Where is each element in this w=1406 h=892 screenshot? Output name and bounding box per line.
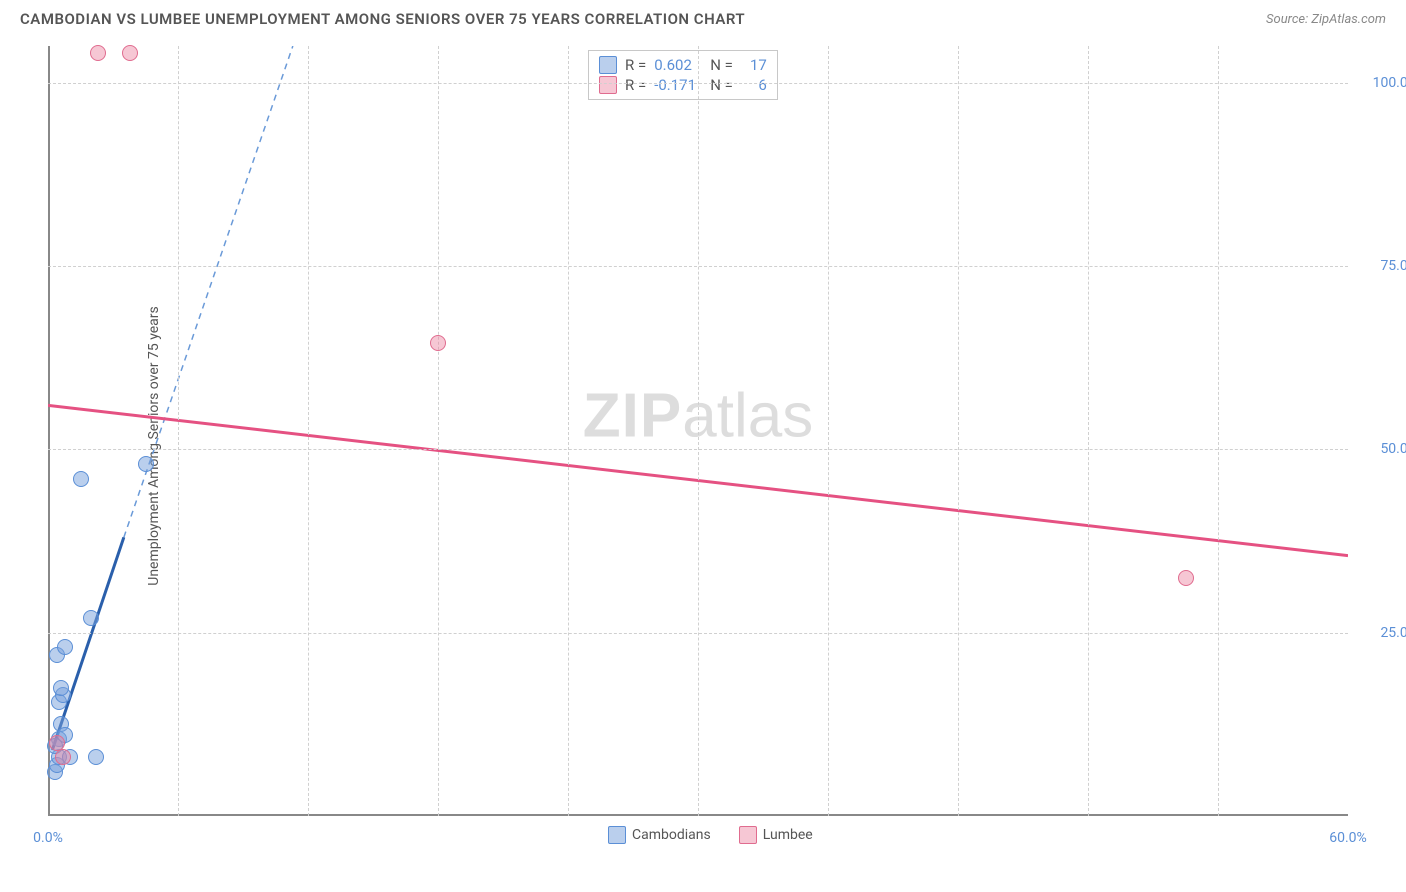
- bottom-legend-item: Lumbee: [739, 826, 813, 844]
- stat-r-value: -0.171: [654, 76, 702, 94]
- chart-header: CAMBODIAN VS LUMBEE UNEMPLOYMENT AMONG S…: [0, 0, 1406, 34]
- y-tick-label: 75.0%: [1356, 258, 1406, 274]
- legend-swatch: [599, 56, 617, 74]
- stat-r-value: 0.602: [654, 56, 702, 74]
- data-point: [138, 456, 154, 472]
- data-point: [88, 749, 104, 765]
- stat-n-label: N =: [710, 56, 733, 74]
- data-point: [57, 639, 73, 655]
- legend-label: Lumbee: [763, 827, 813, 843]
- data-point: [49, 735, 65, 751]
- chart-title: CAMBODIAN VS LUMBEE UNEMPLOYMENT AMONG S…: [20, 10, 745, 28]
- data-point: [83, 610, 99, 626]
- legend-swatch: [608, 826, 626, 844]
- y-tick-label: 25.0%: [1356, 625, 1406, 641]
- stat-n-label: N =: [710, 76, 733, 94]
- y-tick-label: 50.0%: [1356, 441, 1406, 457]
- data-point: [430, 335, 446, 351]
- gridline-v: [828, 46, 829, 816]
- gridline-v: [568, 46, 569, 816]
- y-axis-line: [48, 46, 50, 816]
- watermark-zip: ZIP: [583, 381, 682, 450]
- x-tick-label-origin: 0.0%: [33, 830, 63, 846]
- watermark-atlas: atlas: [682, 381, 813, 450]
- chart-container: Unemployment Among Seniors over 75 years…: [48, 46, 1388, 846]
- stat-n-value: 17: [741, 56, 767, 74]
- chart-source: Source: ZipAtlas.com: [1266, 12, 1386, 27]
- data-point: [73, 471, 89, 487]
- legend-swatch: [739, 826, 757, 844]
- legend-label: Cambodians: [632, 827, 711, 843]
- gridline-v: [1088, 46, 1089, 816]
- data-point: [1178, 570, 1194, 586]
- data-point: [122, 45, 138, 61]
- data-point: [90, 45, 106, 61]
- stats-legend: R = 0.602 N = 17 R = -0.171 N = 6: [588, 50, 778, 100]
- y-tick-label: 100.0%: [1356, 75, 1406, 91]
- bottom-legend-item: Cambodians: [608, 826, 711, 844]
- stats-legend-row: R = 0.602 N = 17: [599, 55, 767, 75]
- gridline-v: [698, 46, 699, 816]
- gridline-v: [178, 46, 179, 816]
- x-tick-label-max: 60.0%: [1329, 830, 1367, 846]
- plot-area: ZIPatlas R =0.602N =17R =-0.171N =6 Camb…: [48, 46, 1348, 816]
- gridline-v: [958, 46, 959, 816]
- stat-r-label: R =: [625, 56, 646, 74]
- bottom-legend: Cambodians Lumbee: [608, 826, 813, 844]
- gridline-v: [438, 46, 439, 816]
- legend-swatch: [599, 76, 617, 94]
- stat-r-label: R =: [625, 76, 646, 94]
- gridline-v: [1218, 46, 1219, 816]
- stats-legend-row: R = -0.171 N = 6: [599, 75, 767, 95]
- data-point: [53, 680, 69, 696]
- gridline-v: [308, 46, 309, 816]
- data-point: [55, 749, 71, 765]
- stat-n-value: 6: [741, 76, 767, 94]
